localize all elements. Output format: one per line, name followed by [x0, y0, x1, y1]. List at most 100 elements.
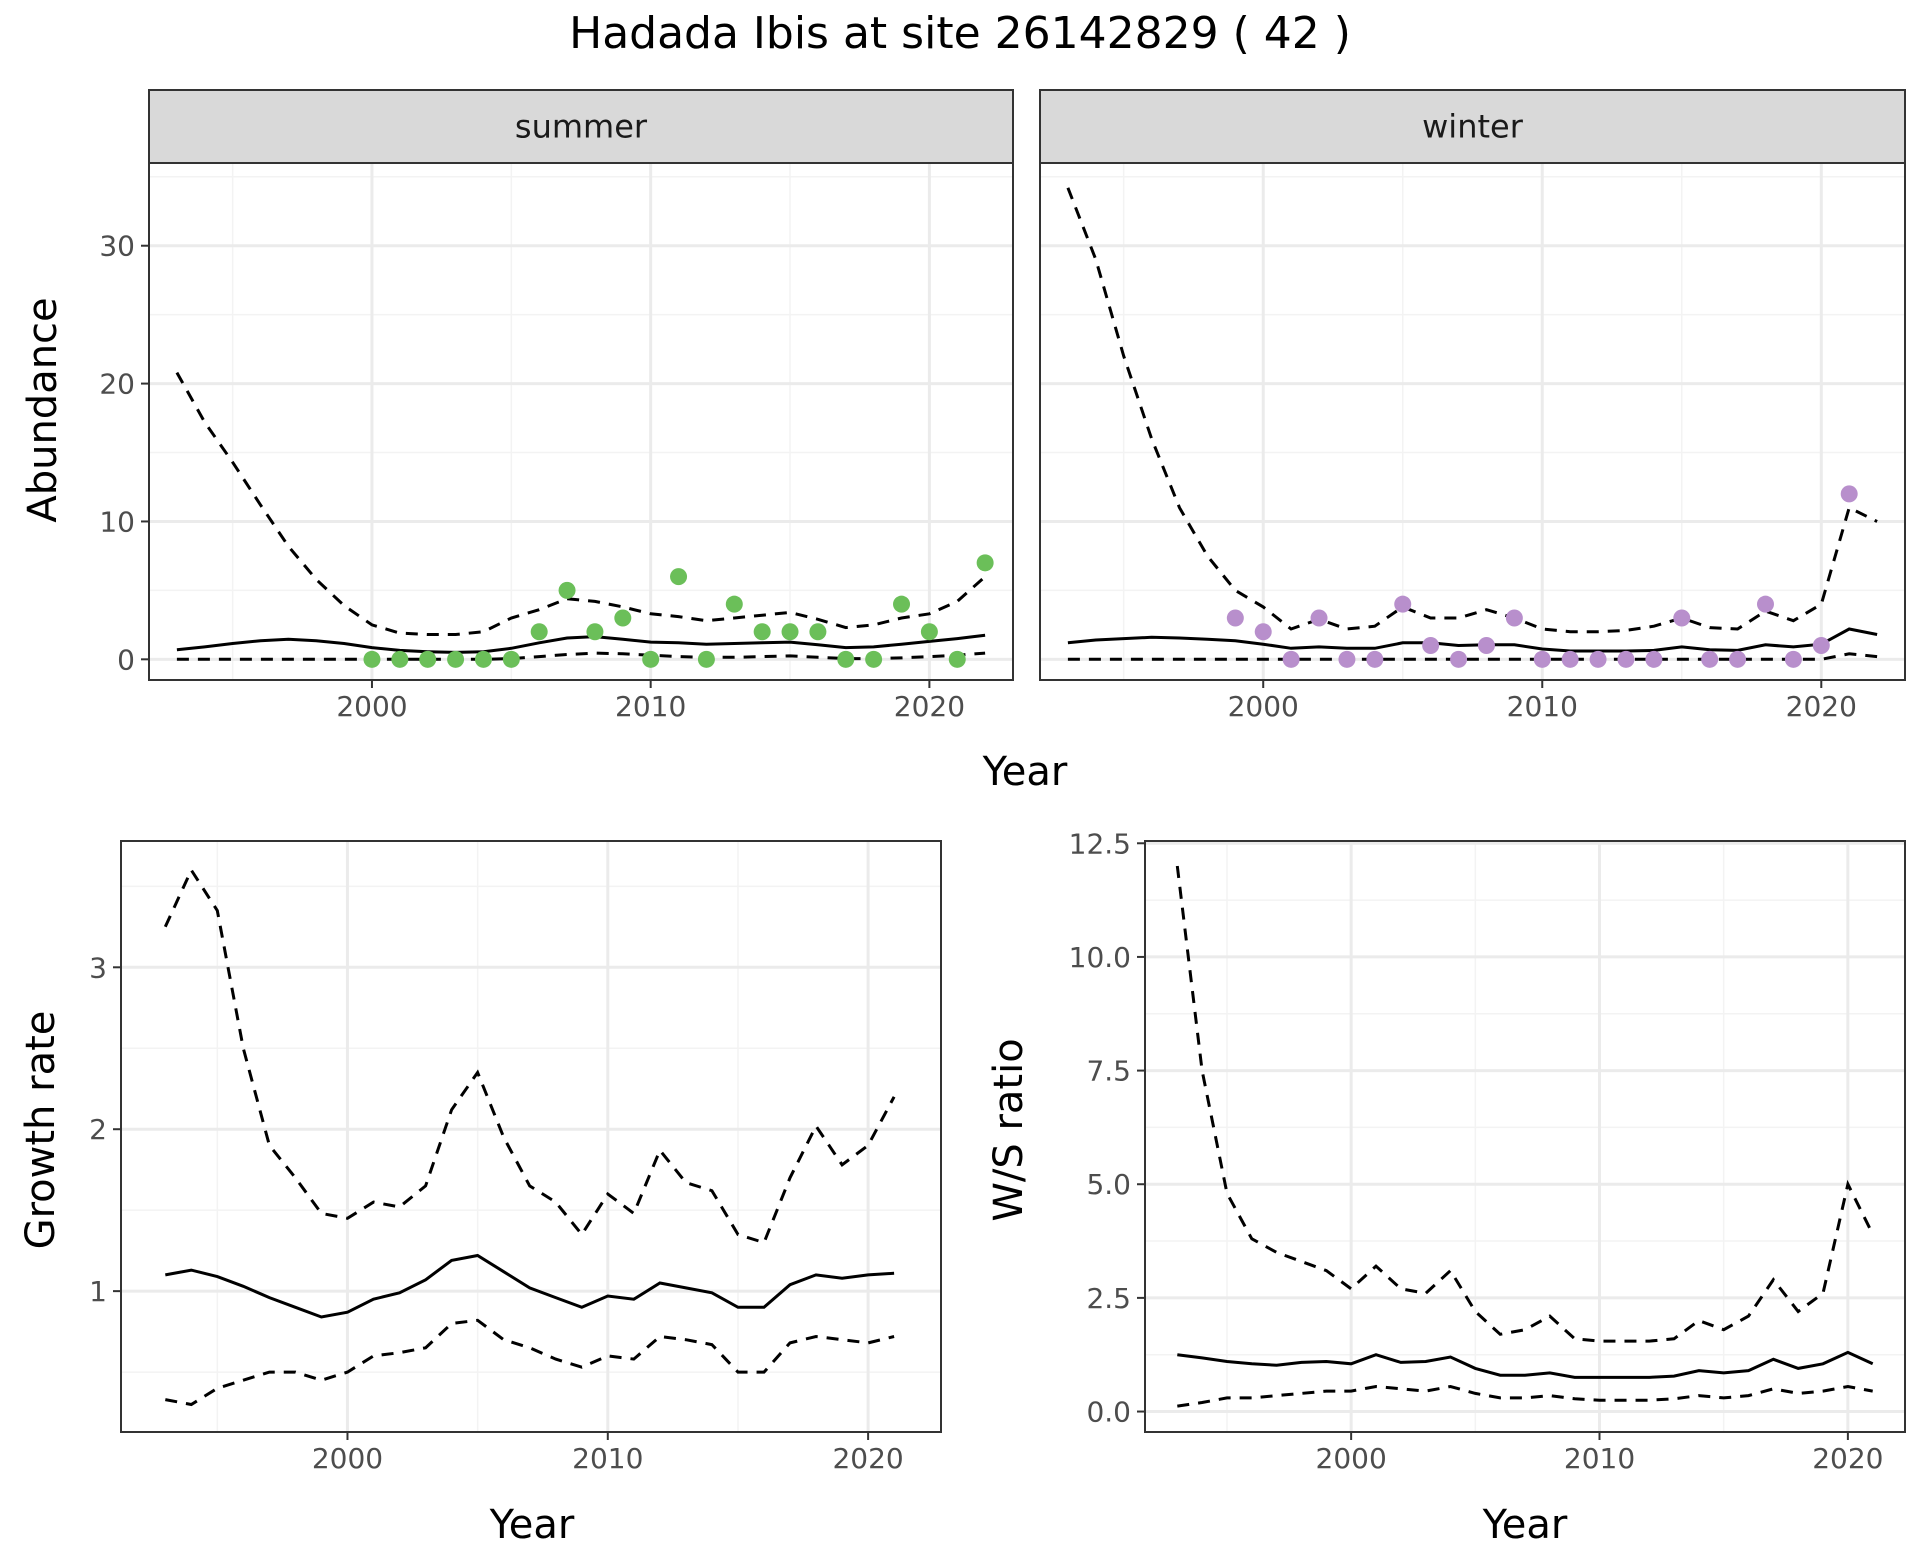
observed-point — [363, 650, 381, 668]
mean-line — [1067, 627, 1878, 653]
observed-point — [642, 650, 660, 668]
observed-point — [725, 595, 743, 613]
facet-strip-label: summer — [515, 108, 648, 146]
lower-bound-line — [165, 1318, 895, 1407]
mean-line — [1177, 1350, 1874, 1379]
y-tick-label: 0 — [117, 643, 135, 676]
x-tick-label: 2010 — [1564, 1442, 1635, 1475]
observed-point — [1645, 650, 1663, 668]
upper-bound-line — [163, 866, 896, 1245]
observed-point — [474, 650, 492, 668]
observed-point — [753, 623, 771, 641]
observed-point — [1561, 650, 1579, 668]
y-tick-label: 2 — [89, 1113, 107, 1146]
observed-point — [781, 623, 799, 641]
y-tick-label: 1 — [89, 1275, 107, 1308]
observed-point — [419, 650, 437, 668]
panel-border — [1144, 840, 1906, 1433]
observed-point — [586, 623, 604, 641]
growth-x-axis-title: Year — [489, 1502, 575, 1548]
y-tick-label: 10.0 — [1069, 941, 1131, 974]
observed-point — [1784, 650, 1802, 668]
mean-line — [165, 1253, 895, 1319]
x-tick-label: 2000 — [1228, 690, 1299, 723]
observed-point — [1254, 623, 1272, 641]
observed-point — [1505, 609, 1523, 627]
growth-axis-titles: Year Growth rate — [18, 1011, 575, 1548]
observed-point — [391, 650, 409, 668]
facet-strip-label: winter — [1422, 108, 1524, 146]
y-tick-label: 12.5 — [1069, 827, 1131, 860]
x-tick-label: 2020 — [832, 1442, 903, 1475]
panel-background — [149, 163, 1013, 680]
observed-point — [1812, 637, 1830, 655]
x-tick-label: 2000 — [1316, 1442, 1387, 1475]
observed-point — [1729, 650, 1747, 668]
observed-point — [1282, 650, 1300, 668]
abundance-y-axis-title: Abundance — [20, 297, 66, 522]
upper-bound-line — [1175, 865, 1875, 1343]
x-tick-label: 2000 — [336, 690, 407, 723]
facet-strip — [148, 89, 1014, 164]
observed-point — [809, 623, 827, 641]
mean-line — [176, 633, 986, 654]
y-tick-label: 7.5 — [1086, 1055, 1131, 1088]
observed-point — [1533, 650, 1551, 668]
x-tick-label: 2020 — [1812, 1442, 1883, 1475]
x-tick-label: 2020 — [894, 690, 965, 723]
observed-point — [1310, 609, 1328, 627]
y-tick-label: 10 — [99, 505, 135, 538]
figure-title: Hadada Ibis at site 26142829 ( 42 ) — [569, 8, 1351, 59]
observed-point — [447, 650, 465, 668]
upper-bound-line — [175, 371, 987, 636]
observed-point — [1701, 650, 1719, 668]
y-tick-label: 0.0 — [1086, 1396, 1131, 1429]
y-tick-label: 5.0 — [1086, 1168, 1131, 1201]
observed-point — [670, 568, 688, 586]
ratio-y-axis-title: W/S ratio — [986, 1038, 1032, 1221]
observed-point — [558, 581, 576, 599]
abundance-panel-summer: 2000 2010 2020 0 10 20 30 summer — [99, 89, 1014, 723]
x-tick-label: 2010 — [572, 1442, 643, 1475]
observed-point — [1394, 595, 1412, 613]
x-tick-label: 2020 — [1786, 690, 1857, 723]
observed-point — [502, 650, 520, 668]
observed-point — [1589, 650, 1607, 668]
observed-point — [1840, 485, 1858, 503]
y-tick-label: 20 — [99, 368, 135, 401]
observed-point — [920, 623, 938, 641]
observed-point — [1450, 650, 1468, 668]
observed-point — [697, 650, 715, 668]
y-tick-label: 3 — [89, 951, 107, 984]
observed-point — [1366, 650, 1384, 668]
y-tick-label: 30 — [99, 230, 135, 263]
observed-point — [837, 650, 855, 668]
observed-point — [976, 554, 994, 572]
x-tick-label: 2010 — [1507, 690, 1578, 723]
abundance-panel-winter: 2000 2010 2020 winter — [1039, 89, 1906, 723]
abundance-x-axis-title: Year — [982, 749, 1068, 795]
ratio-axis-titles: Year W/S ratio — [986, 1038, 1568, 1548]
observed-point — [893, 595, 911, 613]
growth-rate-panel: 2000 2010 2020 1 2 3 — [89, 840, 942, 1475]
observed-point — [1617, 650, 1635, 668]
observed-point — [1756, 595, 1774, 613]
observed-point — [1226, 609, 1244, 627]
ws-ratio-panel: 2000 2010 2020 0.0 2.5 5.0 7.5 10.0 12.5 — [1069, 827, 1906, 1475]
growth-y-axis-title: Growth rate — [18, 1011, 64, 1250]
observed-point — [948, 650, 966, 668]
observed-point — [1338, 650, 1356, 668]
observed-point — [530, 623, 548, 641]
lower-bound-line — [1177, 1384, 1873, 1408]
panel-background — [121, 841, 941, 1432]
ratio-x-axis-title: Year — [1482, 1502, 1568, 1548]
panel-background — [1145, 841, 1905, 1432]
y-tick-label: 2.5 — [1086, 1282, 1131, 1315]
facet-strip — [1039, 89, 1906, 164]
upper-bound-line — [1066, 187, 1878, 634]
abundance-axis-titles: Year Abundance — [20, 297, 1068, 795]
observed-point — [1422, 637, 1440, 655]
observed-point — [614, 609, 632, 627]
panel-border — [120, 840, 942, 1433]
